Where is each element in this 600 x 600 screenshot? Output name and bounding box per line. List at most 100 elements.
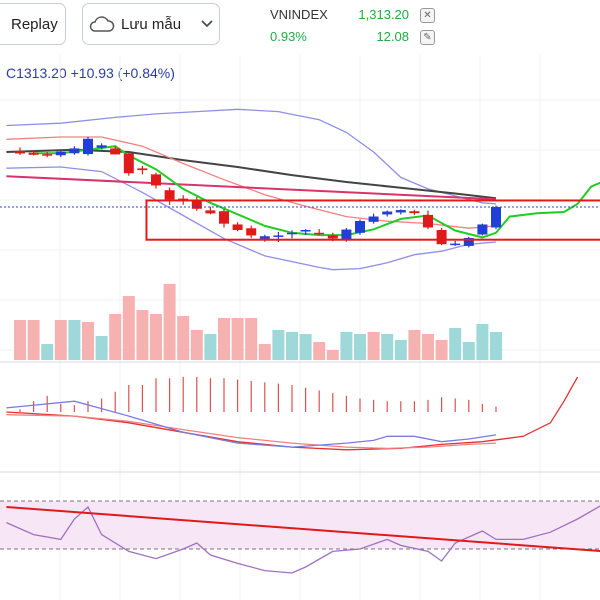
candle-body — [110, 148, 121, 155]
volume-bar — [299, 334, 312, 360]
volume-bar — [190, 330, 203, 360]
volume-bar — [313, 342, 326, 360]
oscillator-line — [6, 376, 579, 451]
indicator-lines — [6, 108, 600, 574]
save-template-button[interactable]: Lưu mẫu — [82, 3, 220, 45]
candle-body — [368, 216, 379, 222]
candle-body — [15, 150, 25, 154]
candle-body — [355, 221, 365, 233]
replay-label: Replay — [11, 15, 58, 33]
volume-bar — [340, 332, 353, 360]
volume-bar — [245, 318, 258, 360]
candle-body — [164, 190, 175, 200]
ticker-widget[interactable]: VNINDEX 1,313.20 0.93% 12.08 ✕ ✎ — [263, 4, 439, 46]
oscillator-histogram — [19, 376, 497, 412]
candle-body — [327, 235, 338, 239]
oscillator-line — [6, 400, 497, 448]
volume-bar — [272, 330, 285, 360]
volume-bar — [136, 310, 149, 360]
rsi-zone — [0, 500, 600, 550]
volume-bar — [326, 350, 339, 360]
candle-body — [273, 235, 284, 237]
volume-bar — [381, 334, 394, 360]
ma-slow-line — [6, 148, 497, 200]
candle-body — [42, 154, 53, 156]
candle-body — [395, 210, 406, 213]
rsi-line — [6, 505, 600, 574]
candle-body — [96, 145, 107, 148]
cloud-icon — [89, 16, 115, 32]
volume-bar — [286, 332, 298, 360]
volume-bar — [150, 314, 162, 360]
candle-body — [137, 168, 148, 171]
candle-body — [191, 200, 202, 209]
close-icon[interactable]: ✕ — [420, 8, 435, 23]
volume-bar — [82, 322, 94, 360]
toolbar: Replay Lưu mẫu VNINDEX 1,313.20 0.93% 12… — [0, 0, 600, 52]
oscillator-line — [6, 414, 497, 450]
volume-bar — [476, 324, 489, 360]
chevron-down-icon — [201, 20, 213, 28]
volume-bar — [109, 314, 122, 360]
volume-bar — [218, 318, 230, 360]
volume-bar — [408, 330, 421, 360]
volume-bar — [422, 334, 434, 360]
volume-bar — [122, 296, 135, 360]
volume-bar — [68, 320, 81, 360]
volume-bar — [258, 344, 271, 360]
volume-bar — [435, 340, 448, 360]
volume-bar — [231, 318, 244, 360]
candle-body — [83, 138, 93, 155]
candle-body — [341, 229, 352, 240]
candle-body — [178, 198, 189, 201]
candle-body — [491, 207, 501, 228]
candle-body — [314, 232, 325, 235]
candle-body — [477, 224, 488, 235]
consolidation-box — [145, 199, 600, 241]
volume-bars — [14, 284, 502, 360]
overlays — [0, 199, 600, 241]
candle-body — [409, 211, 420, 214]
volume-bar — [449, 328, 462, 360]
candle-body — [232, 224, 243, 231]
candle-body — [382, 211, 393, 215]
trendline — [6, 175, 497, 201]
candle-body — [151, 174, 161, 186]
bollinger-lower-line — [6, 166, 497, 271]
candle-body — [300, 230, 311, 232]
candle-body — [423, 214, 433, 228]
ticker-change: 12.08 — [376, 29, 409, 44]
pencil-icon[interactable]: ✎ — [420, 30, 435, 45]
volume-bar — [394, 340, 407, 360]
volume-bar — [204, 334, 217, 360]
rsi-trendline — [6, 506, 600, 553]
candle-body — [246, 228, 257, 236]
price-legend: C1313.20 +10.93 (+0.84%) — [6, 65, 175, 81]
ticker-price: 1,313.20 — [358, 7, 409, 22]
volume-bar — [54, 320, 67, 360]
ticker-symbol: VNINDEX — [270, 7, 328, 22]
volume-bar — [163, 284, 176, 360]
candle-body — [287, 232, 297, 235]
volume-bar — [14, 320, 26, 360]
volume-bar — [367, 332, 380, 360]
candle-body — [450, 243, 461, 246]
save-template-label: Lưu mẫu — [121, 15, 182, 33]
rsi-band — [0, 501, 600, 549]
volume-bar — [354, 334, 366, 360]
candle-body — [219, 211, 229, 224]
volume-bar — [27, 320, 40, 360]
ticker-change-pct: 0.93% — [270, 29, 307, 44]
candle-body — [69, 148, 80, 154]
candle-body — [55, 151, 66, 156]
replay-button[interactable]: Replay — [0, 3, 66, 45]
candle-body — [463, 237, 474, 246]
candle-body — [28, 152, 39, 155]
volume-bar — [490, 332, 502, 360]
volume-bar — [95, 336, 108, 360]
candle-body — [205, 210, 216, 214]
volume-bar — [462, 342, 475, 360]
volume-bar — [177, 316, 190, 360]
candle-body — [259, 236, 270, 239]
